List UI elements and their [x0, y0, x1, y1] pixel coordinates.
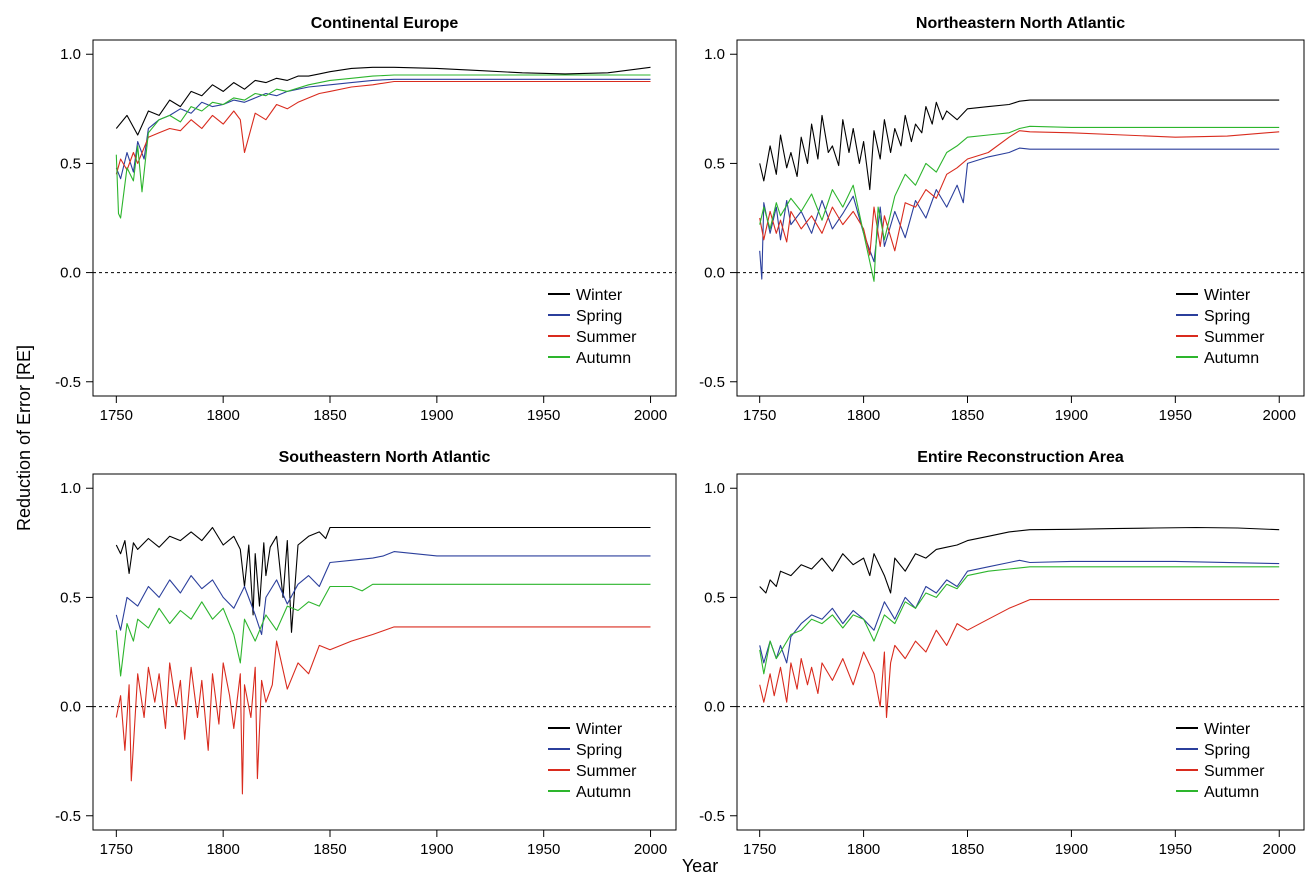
series-line-summer — [115, 626, 651, 795]
x-tick-label: 1800 — [206, 841, 239, 858]
y-tick-label: 1.0 — [704, 46, 725, 63]
x-tick-label: 1950 — [527, 407, 560, 424]
legend-label-summer: Summer — [576, 763, 637, 780]
legend-label-winter: Winter — [1204, 721, 1251, 738]
x-tick-label: 1750 — [743, 841, 776, 858]
y-tick-label: -0.5 — [699, 374, 725, 391]
series-line-summer — [115, 80, 651, 175]
y-tick-label: 0.5 — [60, 155, 81, 172]
x-tick-label: 1900 — [420, 407, 453, 424]
y-tick-label: 0.5 — [704, 589, 725, 606]
panel-title: Southeastern North Atlantic — [279, 449, 491, 466]
x-tick-label: 2000 — [1263, 407, 1296, 424]
legend-label-spring: Spring — [1204, 742, 1250, 759]
x-tick-label: 1850 — [313, 407, 346, 424]
x-tick-label: 2000 — [634, 407, 667, 424]
legend-label-spring: Spring — [576, 742, 622, 759]
series-line-winter — [115, 66, 651, 136]
x-tick-label: 1800 — [206, 407, 239, 424]
y-tick-label: -0.5 — [55, 374, 81, 391]
legend: Winter Spring Summer Autumn — [548, 721, 637, 801]
x-tick-label: 1900 — [420, 841, 453, 858]
x-axis-title: Year — [682, 856, 718, 876]
x-tick-label: 1850 — [951, 841, 984, 858]
series-line-autumn — [115, 583, 651, 677]
plot-frame — [92, 39, 677, 397]
x-tick-label: 1950 — [1159, 841, 1192, 858]
y-tick-label: 1.0 — [60, 480, 81, 497]
series-line-winter — [759, 526, 1280, 594]
panel-title: Continental Europe — [311, 15, 459, 32]
legend-label-autumn: Autumn — [576, 784, 631, 801]
series-line-winter — [759, 99, 1280, 191]
legend-label-summer: Summer — [1204, 329, 1265, 346]
legend-label-spring: Spring — [576, 308, 622, 325]
panel-4: Entire Reconstruction Area 1750 1800 1850 19… — [699, 449, 1305, 858]
y-tick-label: 0.0 — [704, 699, 725, 716]
series-line-spring — [759, 559, 1280, 664]
x-tick-label: 1800 — [847, 407, 880, 424]
legend-label-autumn: Autumn — [1204, 784, 1259, 801]
plot-frame — [736, 473, 1305, 831]
legend-label-winter: Winter — [576, 721, 623, 738]
series-line-summer — [759, 130, 1280, 256]
series-line-autumn — [759, 125, 1280, 282]
x-tick-label: 1750 — [743, 407, 776, 424]
x-tick-label: 1900 — [1055, 407, 1088, 424]
plot-frame — [736, 39, 1305, 397]
y-tick-label: -0.5 — [699, 808, 725, 825]
series-line-spring — [115, 78, 651, 180]
x-tick-label: 2000 — [1263, 841, 1296, 858]
y-tick-label: 0.5 — [704, 155, 725, 172]
series-line-winter — [115, 526, 651, 633]
y-axis-title: Reduction of Error [RE] — [14, 345, 34, 531]
legend: Winter Spring Summer Autumn — [1176, 287, 1265, 367]
y-tick-label: -0.5 — [55, 808, 81, 825]
panel-title: Entire Reconstruction Area — [917, 449, 1124, 466]
legend-label-summer: Summer — [1204, 763, 1265, 780]
legend-label-winter: Winter — [1204, 287, 1251, 304]
panels: Continental Europe 1750 1800 1850 1900 1950 20… — [55, 15, 1305, 858]
y-tick-label: 1.0 — [60, 46, 81, 63]
series-line-autumn — [759, 566, 1280, 675]
series-line-autumn — [115, 74, 651, 219]
panel-3: Southeastern North Atlantic 1750 1800 1850 1… — [55, 449, 677, 858]
legend-label-summer: Summer — [576, 329, 637, 346]
legend-label-autumn: Autumn — [1204, 350, 1259, 367]
legend-label-autumn: Autumn — [576, 350, 631, 367]
x-tick-label: 1900 — [1055, 841, 1088, 858]
x-tick-label: 1950 — [1159, 407, 1192, 424]
x-tick-label: 2000 — [634, 841, 667, 858]
x-tick-label: 1750 — [100, 841, 133, 858]
legend: Winter Spring Summer Autumn — [1176, 721, 1265, 801]
y-tick-label: 0.0 — [704, 265, 725, 282]
legend: Winter Spring Summer Autumn — [548, 287, 637, 367]
x-tick-label: 1950 — [527, 841, 560, 858]
y-tick-label: 0.0 — [60, 265, 81, 282]
legend-label-winter: Winter — [576, 287, 623, 304]
series-line-spring — [759, 147, 1280, 280]
x-tick-label: 1850 — [951, 407, 984, 424]
y-tick-label: 1.0 — [704, 480, 725, 497]
x-tick-label: 1800 — [847, 841, 880, 858]
panel-title: Northeastern North Atlantic — [916, 15, 1125, 32]
y-tick-label: 0.5 — [60, 589, 81, 606]
panel-1: Continental Europe 1750 1800 1850 1900 1950 20… — [55, 15, 677, 424]
plot-frame — [92, 473, 677, 831]
series-line-summer — [759, 599, 1280, 719]
x-tick-label: 1750 — [100, 407, 133, 424]
series-line-spring — [115, 551, 651, 636]
x-tick-label: 1850 — [313, 841, 346, 858]
panel-2: Northeastern North Atlantic 1750 1800 1850 1… — [699, 15, 1305, 424]
legend-label-spring: Spring — [1204, 308, 1250, 325]
y-tick-label: 0.0 — [60, 699, 81, 716]
